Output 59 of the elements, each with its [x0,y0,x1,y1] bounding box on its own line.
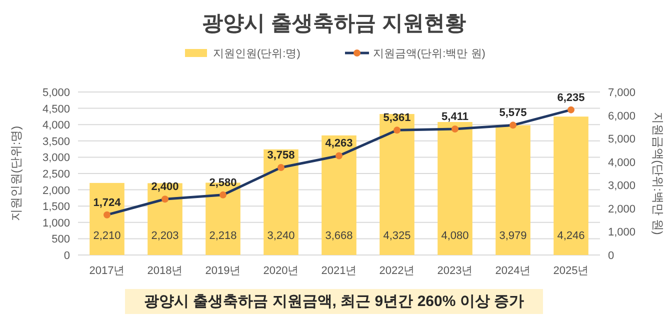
data-label: 3,758 [267,149,295,162]
y-tick-label: 3,000 [42,152,70,164]
data-label: 6,235 [557,92,585,104]
data-label: 3,979 [499,230,527,242]
data-label: 3,240 [267,230,295,242]
y2-tick-label: 3,000 [608,180,636,192]
bar [438,122,472,255]
y2-tick-label: 4,000 [608,156,636,169]
text: 광양시 출생축하금 지원금액, 최근 9년간 260% 이상 증가 [144,293,524,310]
y2-tick-label: 2,000 [608,203,636,216]
x-tick-label: 2017년 [89,265,125,277]
bar [264,149,298,255]
data-label: 4,246 [557,230,585,242]
data-label: 2,203 [151,230,179,242]
bar [322,135,356,255]
y2-tick-label: 7,000 [608,87,636,99]
data-label: 3,668 [325,230,353,242]
y-tick-label: 1,500 [42,201,70,214]
y-tick-label: 2,500 [42,168,70,180]
x-tick-label: 2024년 [495,265,531,277]
x-tick-label: 2019년 [205,265,241,277]
y-tick-label: 0 [64,250,70,262]
legend-label: 지원인원(단위:명) [213,48,300,60]
y-tick-label: 5,000 [42,87,70,99]
data-label: 1,724 [93,196,122,209]
x-tick-label: 2025년 [553,265,589,277]
x-tick-label: 2018년 [147,265,183,277]
data-label: 5,575 [499,107,527,120]
chart-title: 광양시 출생축하금 지원현황 [202,12,466,35]
bar [148,183,182,255]
y2-axis-title: 지원금액(단위:백만 원) [651,112,665,235]
x-tick-label: 2020년 [263,265,299,277]
y2-tick-label: 0 [608,250,614,262]
data-label: 5,411 [442,111,468,123]
y-tick-label: 4,000 [42,120,70,132]
legend-label: 지원금액(단위:백만 원) [373,48,486,60]
y-tick-label: 500 [52,234,70,246]
bar [90,182,124,255]
y-tick-label: 1,000 [42,217,70,230]
bar [496,125,530,255]
data-label: 4,263 [325,138,353,150]
x-tick-label: 2021년 [321,265,357,277]
x-tick-label: 2023년 [437,265,473,277]
bar [554,116,588,255]
x-tick-label: 2022년 [379,265,415,277]
data-label: 5,361 [383,112,411,124]
y2-tick-label: 6,000 [608,110,636,122]
data-label: 2,210 [93,230,121,242]
y2-tick-label: 1,000 [608,226,636,239]
bar [380,114,414,255]
data-label: 2,218 [209,230,237,242]
y-axis-title: 지원인원(단위:명) [9,126,23,222]
y-tick-label: 2,000 [42,184,70,197]
data-label: 2,400 [151,181,179,194]
data-label: 4,325 [383,230,411,242]
data-label: 4,080 [441,230,469,242]
y-tick-label: 4,500 [42,103,70,116]
y-tick-label: 3,500 [42,136,70,148]
y2-tick-label: 5,000 [608,134,636,146]
